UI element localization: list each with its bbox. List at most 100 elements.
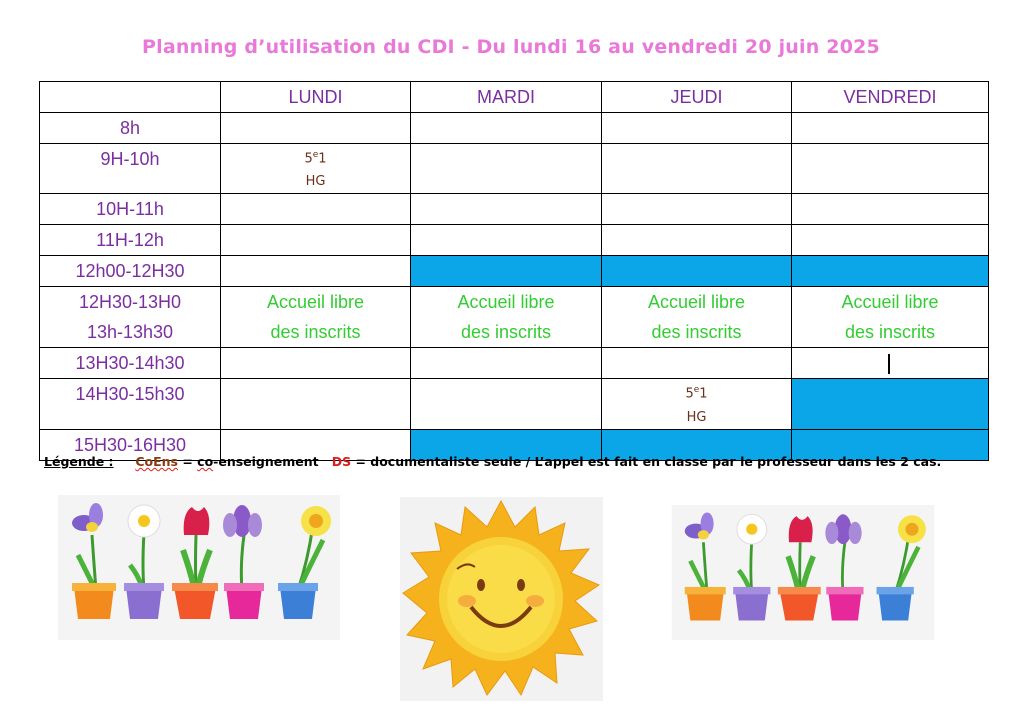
free-access-cell: Accueil libre des inscrits	[410, 286, 602, 349]
day-header-jeudi: JEUDI	[601, 81, 792, 113]
legend-co: co	[197, 454, 214, 469]
schedule-cell	[791, 224, 989, 257]
schedule-cell	[220, 112, 411, 144]
crocus-flower	[223, 505, 262, 537]
legend-ds: DS	[331, 454, 352, 469]
schedule-cell	[220, 224, 411, 257]
table-row: 15H30-16H30	[39, 428, 989, 461]
day-header-vendredi: VENDREDI	[791, 81, 989, 113]
header-row: LUNDI MARDI JEUDI VENDREDI	[39, 81, 989, 113]
schedule-cell	[220, 347, 411, 380]
table-row: 11H-12h	[39, 224, 989, 257]
free-access-line: Accueil libre	[647, 292, 746, 313]
booking-class: 5e1	[685, 385, 708, 402]
schedule-cell	[601, 142, 792, 195]
legend-equals: =	[182, 454, 193, 469]
free-access-line: des inscrits	[844, 322, 936, 343]
day-header-lundi: LUNDI	[220, 81, 411, 113]
free-access-line: des inscrits	[651, 322, 742, 343]
legend-label: Légende :	[44, 454, 114, 469]
flower-pots	[684, 586, 914, 621]
smiling-sun-icon	[402, 499, 601, 697]
time-slot-line: 12H30-13H0	[78, 292, 182, 313]
crocus-flower	[825, 514, 862, 545]
schedule-cell[interactable]	[791, 347, 989, 380]
schedule-cell	[220, 378, 411, 430]
time-slot-label: 13H30-14h30	[39, 347, 221, 380]
schedule-cell	[791, 142, 989, 195]
free-access-cell: Accueil libre des inscrits	[601, 286, 792, 349]
free-access-line: Accueil libre	[841, 292, 939, 313]
time-slot-label: 12h00-12H30	[39, 255, 221, 288]
schedule-cell	[601, 112, 792, 144]
flower-pots-image-right	[671, 505, 935, 640]
table-row: 12H30-13H0 13h-13h30 Accueil libre des i…	[39, 286, 989, 349]
legend-coens: CoEns	[135, 454, 178, 469]
schedule-cell	[220, 428, 411, 461]
booking-class: 5e1	[304, 150, 327, 167]
free-access-line: Accueil libre	[266, 292, 365, 313]
legend: Légende : CoEns = co-enseignement DS = d…	[44, 454, 941, 469]
schedule-cell	[601, 347, 792, 380]
booking-cell: 5e1 HG	[601, 378, 792, 430]
schedule-cell	[410, 347, 602, 380]
table-row: 8h	[39, 112, 989, 144]
free-access-cell: Accueil libre des inscrits	[220, 286, 411, 349]
booking-subject: HG	[686, 409, 707, 425]
sun-image	[400, 497, 603, 701]
legend-ds-text: = documentaliste seule / L’appel est fai…	[355, 454, 942, 469]
free-access-line: des inscrits	[460, 322, 552, 343]
tulip-flower	[788, 516, 813, 543]
text-cursor	[888, 353, 890, 374]
schedule-cell	[410, 142, 602, 195]
schedule-cell	[601, 193, 792, 226]
free-access-line: Accueil libre	[457, 292, 555, 313]
schedule-cell	[601, 224, 792, 257]
iris-flower	[684, 512, 714, 540]
schedule-cell	[410, 224, 602, 257]
schedule-cell	[220, 255, 411, 288]
schedule-cell	[791, 193, 989, 226]
table-row: 14H30-15h30 5e1 HG	[39, 378, 989, 430]
flower-pots	[72, 583, 318, 619]
booking-subject: HG	[305, 174, 326, 190]
flower-pots-image-left	[58, 495, 340, 640]
time-slot-label: 12H30-13H0 13h-13h30	[39, 286, 221, 349]
schedule-cell	[791, 112, 989, 144]
blocked-cell	[791, 378, 989, 430]
time-slot-line: 13h-13h30	[86, 322, 174, 343]
daffodil-flower	[897, 515, 926, 544]
time-slot-label: 10H-11h	[39, 193, 221, 226]
schedule-cell	[220, 193, 411, 226]
blocked-cell	[791, 255, 989, 288]
table-row: 13H30-14h30	[39, 347, 989, 380]
table-row: 12h00-12H30	[39, 255, 989, 288]
time-slot-label: 9H-10h	[39, 142, 221, 195]
booking-cell: 5e1 HG	[220, 142, 411, 195]
blocked-cell	[410, 255, 602, 288]
corner-cell	[39, 81, 221, 113]
blocked-cell	[601, 255, 792, 288]
free-access-cell: Accueil libre des inscrits	[791, 286, 989, 349]
schedule-cell	[410, 378, 602, 430]
schedule-table: LUNDI MARDI JEUDI VENDREDI 8h 9H-10h 5e1…	[39, 81, 989, 461]
day-header-mardi: MARDI	[410, 81, 602, 113]
schedule-cell	[410, 112, 602, 144]
legend-coens-text: -enseignement	[213, 454, 319, 469]
schedule-cell	[410, 193, 602, 226]
tulip-flower	[183, 507, 210, 535]
free-access-line: des inscrits	[270, 322, 361, 343]
daisy-flower	[127, 504, 161, 538]
time-slot-label: 14H30-15h30	[39, 378, 221, 430]
table-row: 10H-11h	[39, 193, 989, 226]
time-slot-label: 8h	[39, 112, 221, 144]
page-title: Planning d’utilisation du CDI - Du lundi…	[142, 36, 880, 58]
table-row: 9H-10h 5e1 HG	[39, 142, 989, 195]
blocked-cell	[601, 428, 792, 461]
daffodil-flower	[301, 506, 331, 536]
time-slot-label: 11H-12h	[39, 224, 221, 257]
time-slot-label: 15H30-16H30	[39, 428, 221, 461]
blocked-cell	[410, 428, 602, 461]
iris-flower	[72, 503, 103, 532]
blocked-cell	[791, 428, 989, 461]
